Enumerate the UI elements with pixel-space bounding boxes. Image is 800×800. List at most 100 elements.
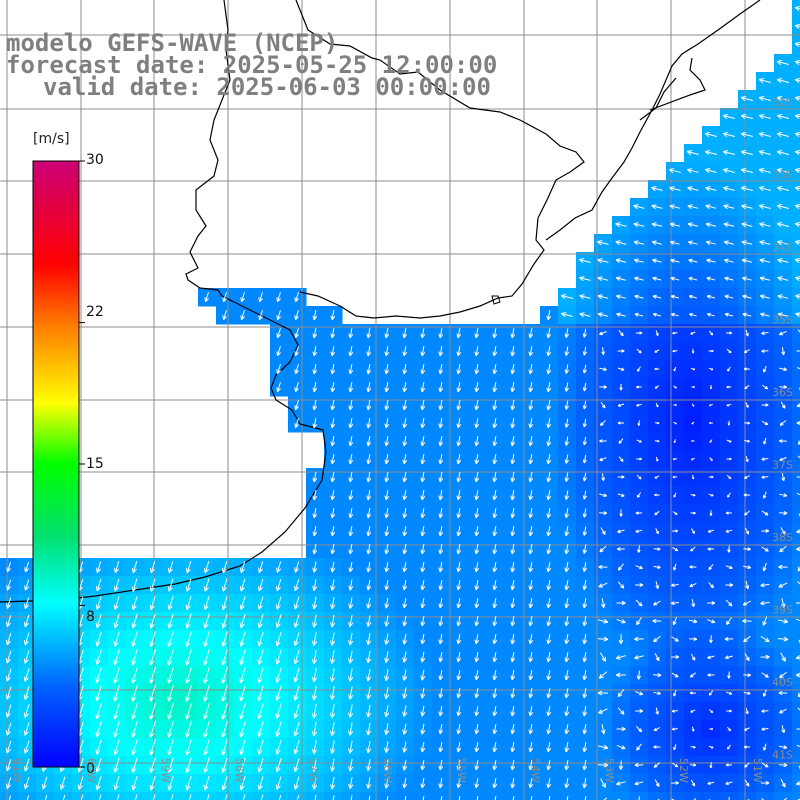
wind-arrow xyxy=(528,741,534,753)
wind-arrow xyxy=(221,631,228,647)
wind-arrow xyxy=(239,739,246,755)
wind-arrow xyxy=(330,740,336,754)
wind-arrow xyxy=(366,759,372,772)
wind-arrow xyxy=(634,636,644,642)
wind-arrow xyxy=(257,667,264,683)
wind-arrow xyxy=(330,417,336,429)
wind-arrow xyxy=(348,417,354,429)
wind-arrow xyxy=(579,276,591,282)
wind-arrow xyxy=(707,547,715,551)
wind-arrow xyxy=(185,596,192,611)
speed-cell xyxy=(288,792,307,800)
wind-arrow xyxy=(386,795,389,800)
wind-arrow xyxy=(761,529,770,533)
wind-arrow xyxy=(599,545,607,553)
wind-arrow xyxy=(582,490,587,500)
wind-arrow xyxy=(745,329,749,337)
speed-cell xyxy=(792,504,800,523)
wind-arrow xyxy=(794,96,800,102)
wind-arrow xyxy=(131,684,138,702)
wind-arrow xyxy=(582,382,587,392)
wind-arrow xyxy=(598,671,608,679)
wind-arrow xyxy=(348,579,354,591)
wind-arrow xyxy=(23,650,30,664)
wind-arrow xyxy=(95,667,102,683)
wind-arrow xyxy=(582,597,588,609)
wind-arrow xyxy=(619,383,623,391)
wind-arrow xyxy=(600,778,606,788)
wind-arrow xyxy=(203,775,210,791)
wind-arrow xyxy=(617,475,625,479)
wind-arrow xyxy=(691,474,695,480)
wind-arrow xyxy=(582,418,587,428)
wind-arrow xyxy=(330,614,336,628)
wind-arrow xyxy=(348,471,354,483)
wind-arrow xyxy=(708,635,713,644)
wind-arrow xyxy=(761,331,769,335)
lat-label: 35S xyxy=(772,314,793,327)
wind-arrow xyxy=(671,798,678,800)
speed-cell xyxy=(144,792,163,800)
wind-arrow xyxy=(652,294,662,299)
wind-arrow xyxy=(366,525,372,537)
wind-arrow xyxy=(113,631,120,647)
wind-arrow xyxy=(616,744,626,750)
wind-arrow xyxy=(690,653,696,661)
wind-arrow xyxy=(546,705,552,717)
wind-arrow xyxy=(276,346,281,357)
wind-arrow xyxy=(131,649,138,666)
wind-arrow xyxy=(727,545,731,553)
wind-arrow xyxy=(293,758,300,772)
wind-arrow xyxy=(778,511,788,516)
wind-arrow xyxy=(637,366,641,372)
wind-arrow xyxy=(149,757,156,773)
wind-arrow xyxy=(582,346,587,356)
wind-arrow xyxy=(257,703,264,720)
wind-arrow xyxy=(564,777,570,789)
lon-label: 59W xyxy=(159,758,172,783)
speed-cell xyxy=(414,792,433,800)
wind-arrow xyxy=(384,345,390,357)
wind-arrow xyxy=(709,457,713,461)
wind-arrow xyxy=(708,367,714,371)
wind-arrow xyxy=(672,457,677,461)
wind-arrow xyxy=(348,561,354,573)
speed-cell xyxy=(792,468,800,487)
wind-arrow xyxy=(546,579,552,591)
wind-arrow xyxy=(528,381,534,393)
wind-arrow xyxy=(582,669,588,681)
wind-arrow xyxy=(760,654,770,660)
speed-cell xyxy=(666,792,685,800)
wind-arrow xyxy=(456,741,462,753)
speed-cell xyxy=(234,792,253,800)
wind-arrow xyxy=(240,310,245,321)
wind-arrow xyxy=(528,471,534,483)
wind-arrow xyxy=(294,328,299,339)
wind-arrow xyxy=(726,403,732,407)
wind-arrow xyxy=(384,435,390,447)
wind-arrow xyxy=(366,489,372,501)
wind-arrow xyxy=(673,492,677,498)
wind-arrow xyxy=(294,561,300,573)
wind-arrow xyxy=(294,418,299,429)
wind-arrow xyxy=(673,563,677,571)
wind-arrow xyxy=(637,545,641,553)
wind-arrow xyxy=(402,345,408,357)
wind-arrow xyxy=(492,417,498,429)
wind-arrow xyxy=(582,633,588,645)
wind-arrow xyxy=(618,456,624,462)
wind-arrow xyxy=(582,472,587,482)
wind-arrow xyxy=(474,687,480,699)
wind-arrow xyxy=(564,508,570,519)
wind-arrow xyxy=(62,794,66,800)
wind-arrow xyxy=(794,168,800,174)
wind-arrow xyxy=(474,327,480,339)
wind-arrow xyxy=(794,222,800,228)
wind-arrow xyxy=(743,745,750,749)
wind-arrow xyxy=(510,723,516,735)
wind-arrow xyxy=(744,527,750,535)
wind-arrow xyxy=(690,331,696,335)
wind-arrow xyxy=(330,399,336,411)
wind-arrow xyxy=(221,666,228,684)
